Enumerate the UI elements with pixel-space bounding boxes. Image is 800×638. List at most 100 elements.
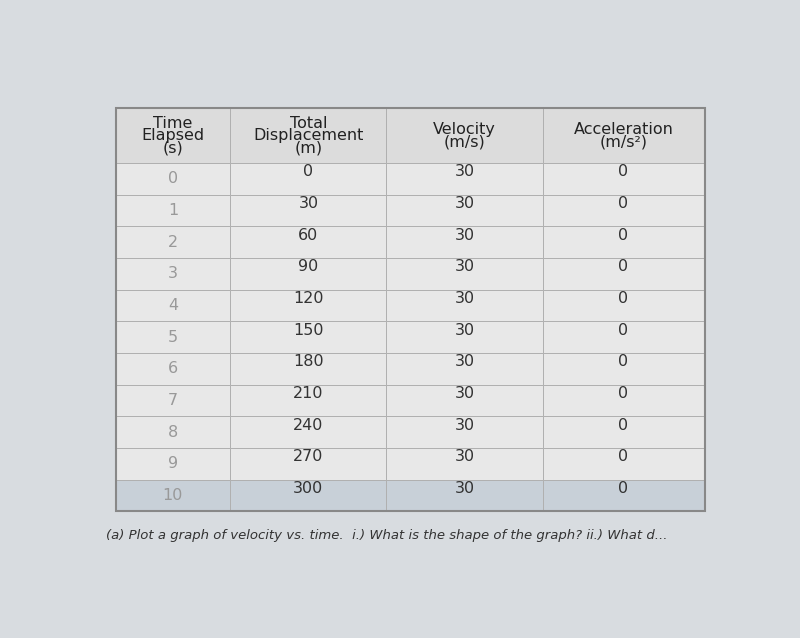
Bar bbox=[230, 226, 386, 258]
Bar bbox=[386, 258, 542, 290]
Bar bbox=[115, 480, 230, 511]
Bar bbox=[542, 322, 705, 353]
Text: 0: 0 bbox=[618, 386, 629, 401]
Text: Velocity: Velocity bbox=[433, 122, 496, 137]
Text: 9: 9 bbox=[168, 456, 178, 471]
Bar bbox=[115, 258, 230, 290]
Text: 0: 0 bbox=[618, 449, 629, 464]
Bar bbox=[115, 226, 230, 258]
Bar bbox=[115, 416, 230, 448]
Text: 0: 0 bbox=[618, 196, 629, 211]
Text: Time: Time bbox=[154, 116, 193, 131]
Bar bbox=[542, 290, 705, 322]
Text: 0: 0 bbox=[618, 259, 629, 274]
Text: 30: 30 bbox=[454, 259, 474, 274]
Text: Total: Total bbox=[290, 116, 327, 131]
Bar bbox=[542, 258, 705, 290]
Text: Elapsed: Elapsed bbox=[142, 128, 205, 143]
Text: 0: 0 bbox=[618, 228, 629, 242]
Bar bbox=[115, 108, 230, 163]
Text: 2: 2 bbox=[168, 235, 178, 249]
Text: (m/s²): (m/s²) bbox=[599, 134, 647, 149]
Bar bbox=[386, 108, 542, 163]
Text: 30: 30 bbox=[454, 386, 474, 401]
Bar bbox=[115, 448, 230, 480]
Text: 4: 4 bbox=[168, 298, 178, 313]
Text: 0: 0 bbox=[618, 354, 629, 369]
Text: 30: 30 bbox=[454, 354, 474, 369]
Bar bbox=[230, 290, 386, 322]
Text: (m/s): (m/s) bbox=[444, 134, 486, 149]
Text: 0: 0 bbox=[618, 164, 629, 179]
Text: 0: 0 bbox=[618, 418, 629, 433]
Text: 30: 30 bbox=[454, 481, 474, 496]
Text: 0: 0 bbox=[618, 481, 629, 496]
Bar bbox=[230, 258, 386, 290]
Text: 1: 1 bbox=[168, 203, 178, 218]
Text: 30: 30 bbox=[454, 228, 474, 242]
Text: 120: 120 bbox=[293, 291, 324, 306]
Bar bbox=[542, 385, 705, 416]
Text: 150: 150 bbox=[293, 323, 324, 338]
Bar bbox=[542, 353, 705, 385]
Text: 6: 6 bbox=[168, 361, 178, 376]
Bar bbox=[230, 163, 386, 195]
Text: 30: 30 bbox=[454, 196, 474, 211]
Bar bbox=[230, 195, 386, 226]
Text: 30: 30 bbox=[454, 418, 474, 433]
Bar bbox=[115, 163, 230, 195]
Text: 30: 30 bbox=[454, 449, 474, 464]
Text: Acceleration: Acceleration bbox=[574, 122, 674, 137]
Bar bbox=[542, 416, 705, 448]
Bar bbox=[386, 195, 542, 226]
Text: 210: 210 bbox=[293, 386, 324, 401]
Bar bbox=[542, 226, 705, 258]
Bar bbox=[230, 448, 386, 480]
Text: Displacement: Displacement bbox=[254, 128, 363, 143]
Bar bbox=[115, 353, 230, 385]
Bar bbox=[115, 290, 230, 322]
Text: 0: 0 bbox=[618, 323, 629, 338]
Bar bbox=[386, 480, 542, 511]
Text: 60: 60 bbox=[298, 228, 318, 242]
Text: (s): (s) bbox=[162, 140, 183, 155]
Bar bbox=[542, 480, 705, 511]
Bar bbox=[230, 322, 386, 353]
Bar bbox=[386, 448, 542, 480]
Text: 0: 0 bbox=[168, 171, 178, 186]
Bar bbox=[230, 353, 386, 385]
Bar bbox=[386, 416, 542, 448]
Bar bbox=[386, 385, 542, 416]
Text: 7: 7 bbox=[168, 393, 178, 408]
Bar bbox=[542, 108, 705, 163]
Bar bbox=[386, 163, 542, 195]
Text: 180: 180 bbox=[293, 354, 324, 369]
Bar bbox=[115, 195, 230, 226]
Text: 0: 0 bbox=[303, 164, 314, 179]
Bar bbox=[230, 108, 386, 163]
Bar bbox=[542, 163, 705, 195]
Text: 30: 30 bbox=[454, 164, 474, 179]
Bar bbox=[230, 385, 386, 416]
Text: 30: 30 bbox=[454, 323, 474, 338]
Text: 3: 3 bbox=[168, 266, 178, 281]
Bar bbox=[230, 480, 386, 511]
Bar bbox=[115, 322, 230, 353]
Text: (m): (m) bbox=[294, 140, 322, 155]
Text: 90: 90 bbox=[298, 259, 318, 274]
Bar bbox=[542, 448, 705, 480]
Text: 30: 30 bbox=[454, 291, 474, 306]
Bar bbox=[115, 385, 230, 416]
Text: (a) Plot a graph of velocity vs. time.  i.) What is the shape of the graph? ii.): (a) Plot a graph of velocity vs. time. i… bbox=[106, 530, 668, 542]
Text: 270: 270 bbox=[294, 449, 323, 464]
Text: 240: 240 bbox=[294, 418, 323, 433]
Text: 8: 8 bbox=[168, 425, 178, 440]
Text: 30: 30 bbox=[298, 196, 318, 211]
Text: 10: 10 bbox=[162, 488, 183, 503]
Text: 5: 5 bbox=[168, 330, 178, 345]
Bar bbox=[386, 322, 542, 353]
Text: 300: 300 bbox=[294, 481, 323, 496]
Text: 0: 0 bbox=[618, 291, 629, 306]
Bar bbox=[386, 290, 542, 322]
Bar bbox=[230, 416, 386, 448]
